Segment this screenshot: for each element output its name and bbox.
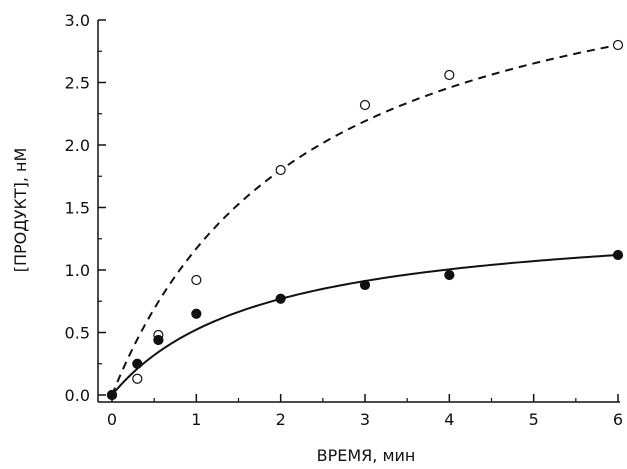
y-tick-label: 1.5 <box>65 199 90 218</box>
x-tick-label: 5 <box>529 410 539 429</box>
x-tick-label: 3 <box>360 410 370 429</box>
y-tick-label: 2.5 <box>65 74 90 93</box>
data-point-filled <box>444 269 455 281</box>
data-point-open <box>612 39 624 51</box>
data-point-filled <box>153 334 164 346</box>
data-point-open <box>359 99 371 111</box>
data-point-open <box>132 373 143 384</box>
data-points <box>106 39 624 401</box>
y-axis-title: [ПРОДУКТ], нМ <box>11 148 30 273</box>
data-point-open <box>191 274 202 286</box>
data-point-open <box>444 69 455 81</box>
data-point-filled <box>275 293 286 304</box>
fit-curves <box>111 44 619 396</box>
y-tick-label: 0.0 <box>65 386 90 405</box>
y-tick-label: 0.5 <box>65 324 90 343</box>
data-point-filled <box>132 358 143 369</box>
data-point-filled <box>359 279 371 291</box>
x-tick-label: 6 <box>613 410 623 429</box>
x-tick-label: 1 <box>191 410 201 429</box>
data-point-open <box>275 164 286 176</box>
x-tick-label: 0 <box>107 410 117 429</box>
fit-curve-solid <box>111 254 619 396</box>
axes: 0.0 0.5 1.0 1.5 2.0 2.5 3.0 0 1 2 3 4 5 6 <box>65 11 624 429</box>
y-tick-label: 2.0 <box>65 136 90 155</box>
y-tick-label: 1.0 <box>65 261 90 280</box>
x-tick-label: 4 <box>444 410 454 429</box>
fit-curve-dashed <box>111 44 619 396</box>
data-point-filled <box>612 249 624 261</box>
x-tick-label: 2 <box>276 410 286 429</box>
data-point-filled <box>106 389 118 401</box>
x-axis-title: ВРЕМЯ, мин <box>317 446 416 465</box>
data-point-filled <box>191 308 202 319</box>
y-tick-label: 3.0 <box>65 11 90 30</box>
